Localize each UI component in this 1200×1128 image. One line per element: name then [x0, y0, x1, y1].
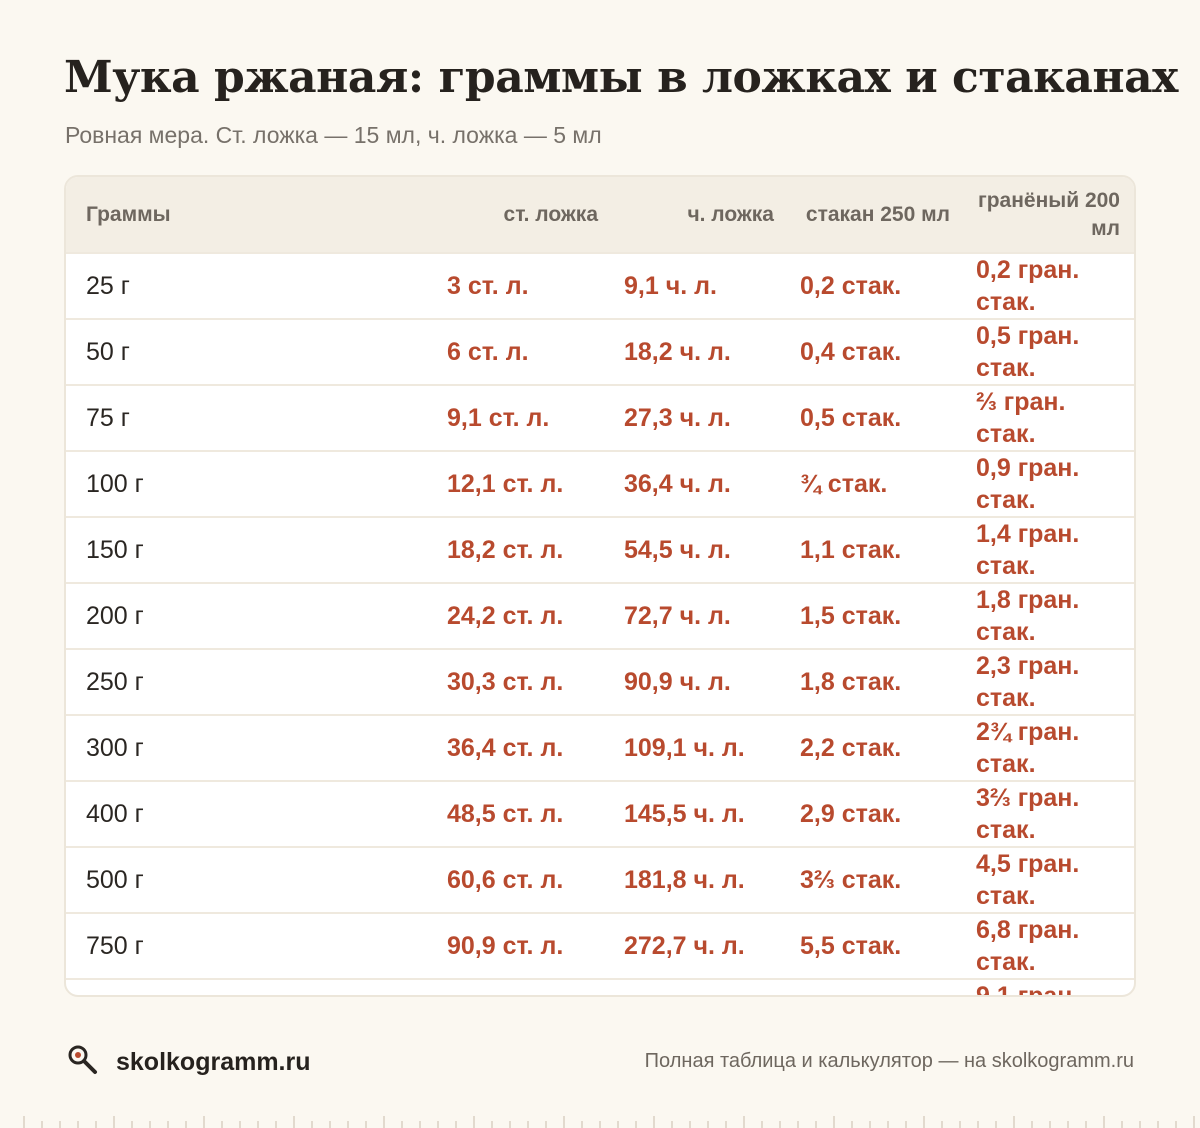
cell-tablespoon: 90,9 ст. л. [447, 932, 564, 960]
table-row: 75 г 9,1 ст. л. 27,3 ч. л. 0,5 стак. ⅔ гран.… [66, 385, 1134, 451]
cell-teaspoon: 9,1 ч. л. [624, 272, 717, 300]
cell-grams: 200 г [86, 602, 144, 630]
cell-glass-250: 3⅔ стак. [800, 866, 902, 894]
cell-tablespoon: 121,2 ст. л. [439, 979, 616, 995]
cell-faceted-glass-200: 6,8 гран. стак. [976, 916, 1080, 976]
cell-teaspoon: 145,5 ч. л. [624, 800, 745, 828]
cell-teaspoon: 36,4 ч. л. [624, 470, 731, 498]
cell-grams: 250 г [86, 668, 144, 696]
ruler-decoration [23, 1116, 1195, 1128]
cell-faceted-glass-200: 1,8 гран. стак. [976, 586, 1080, 646]
table-row: 150 г 18,2 ст. л. 54,5 ч. л. 1,1 стак. 1,4 г… [66, 517, 1134, 583]
cell-teaspoon: 90,9 ч. л. [624, 668, 731, 696]
cell-tablespoon: 3 ст. л. [447, 272, 529, 300]
cell-faceted-glass-200: 9,1 гран. стак. [976, 982, 1080, 997]
cell-tablespoon: 12,1 ст. л. [447, 470, 564, 498]
cell-tablespoon: 48,5 ст. л. [447, 800, 564, 828]
table-row: 200 г 24,2 ст. л. 72,7 ч. л. 1,5 стак. 1,8 г… [66, 583, 1134, 649]
cell-tablespoon: 30,3 ст. л. [447, 668, 564, 696]
cell-glass-250: 0,5 стак. [800, 404, 902, 432]
cell-tablespoon: 60,6 ст. л. [447, 866, 564, 894]
column-header-tablespoon: ст. ложка [503, 202, 598, 226]
cell-grams: 100 г [86, 470, 144, 498]
footer-note: Полная таблица и калькулятор — на skolko… [644, 1050, 1134, 1072]
cell-grams: 750 г [86, 932, 144, 960]
cell-faceted-glass-200: ⅔ гран. стак. [976, 388, 1066, 448]
conversion-table: Граммы ст. ложка ч. ложка стакан 250 мл … [66, 177, 1134, 997]
cell-glass-250: 0,4 стак. [800, 338, 902, 366]
cell-glass-250: 1,5 стак. [800, 602, 902, 630]
cell-glass-250: 7,3 стак. [792, 979, 968, 995]
cell-tablespoon: 18,2 ст. л. [447, 536, 564, 564]
cell-grams: 500 г [86, 866, 144, 894]
cell-faceted-glass-200: 2,3 гран. стак. [976, 652, 1080, 712]
magnifier-icon [66, 1043, 100, 1082]
table-row: 250 г 30,3 ст. л. 90,9 ч. л. 1,8 стак. 2,3 г… [66, 649, 1134, 715]
column-header-glass-250: стакан 250 мл [805, 202, 950, 226]
table-row: 400 г 48,5 ст. л. 145,5 ч. л. 2,9 стак. 3⅔ г… [66, 781, 1134, 847]
cell-teaspoon: 18,2 ч. л. [624, 338, 731, 366]
cell-grams: 25 г [86, 272, 130, 300]
cell-grams: 1000 г [66, 979, 439, 995]
cell-tablespoon: 24,2 ст. л. [447, 602, 564, 630]
cell-tablespoon: 9,1 ст. л. [447, 404, 550, 432]
cell-faceted-glass-200: 0,9 гран. стак. [976, 454, 1080, 514]
table-row: 100 г 12,1 ст. л. 36,4 ч. л. ¾ стак. 0,9 гра… [66, 451, 1134, 517]
cell-glass-250: 0,2 стак. [800, 272, 902, 300]
cell-tablespoon: 36,4 ст. л. [447, 734, 564, 762]
table-row: 1000 г121,2 ст. л.363,6 ч. л.7,3 стак. 9,… [66, 979, 1134, 997]
cell-faceted-glass-200: 0,5 гран. стак. [976, 322, 1080, 382]
footer-brand: skolkogramm.ru [66, 1043, 311, 1082]
cell-glass-250: ¾ стак. [800, 470, 888, 498]
table-row: 750 г 90,9 ст. л. 272,7 ч. л. 5,5 стак. 6,8 … [66, 913, 1134, 979]
cell-glass-250: 2,2 стак. [800, 734, 902, 762]
cell-teaspoon: 54,5 ч. л. [624, 536, 731, 564]
table-row: 300 г 36,4 ст. л. 109,1 ч. л. 2,2 стак. 2¾ г… [66, 715, 1134, 781]
conversion-table-card: Граммы ст. ложка ч. ложка стакан 250 мл … [64, 175, 1136, 997]
cell-teaspoon: 109,1 ч. л. [624, 734, 745, 762]
column-header-grams: Граммы [86, 202, 171, 226]
table-row: 25 г 3 ст. л. 9,1 ч. л. 0,2 стак. 0,2 гран. … [66, 253, 1134, 319]
table-body: 25 г 3 ст. л. 9,1 ч. л. 0,2 стак. 0,2 гран. … [66, 253, 1134, 997]
cell-faceted-glass-200: 1,4 гран. стак. [976, 520, 1080, 580]
cell-grams: 400 г [86, 800, 144, 828]
cell-grams: 300 г [86, 734, 144, 762]
cell-tablespoon: 6 ст. л. [447, 338, 529, 366]
page-subtitle: Ровная мера. Ст. ложка — 15 мл, ч. ложка… [65, 122, 602, 148]
table-row: 500 г 60,6 ст. л. 181,8 ч. л. 3⅔ стак. 4,5 г… [66, 847, 1134, 913]
cell-teaspoon: 72,7 ч. л. [624, 602, 731, 630]
cell-glass-250: 2,9 стак. [800, 800, 902, 828]
cell-glass-250: 5,5 стак. [800, 932, 902, 960]
cell-glass-250: 1,1 стак. [800, 536, 902, 564]
column-header-faceted-glass-200: гранёный 200 мл [977, 188, 1120, 240]
page-title: Мука ржаная: граммы в ложках и стаканах [64, 52, 1178, 103]
cell-faceted-glass-200: 4,5 гран. стак. [976, 850, 1080, 910]
cell-faceted-glass-200: 0,2 гран. стак. [976, 256, 1080, 316]
table-row: 50 г 6 ст. л. 18,2 ч. л. 0,4 стак. 0,5 гран.… [66, 319, 1134, 385]
cell-teaspoon: 272,7 ч. л. [624, 932, 745, 960]
brand-name: skolkogramm.ru [116, 1048, 311, 1076]
cell-grams: 50 г [86, 338, 130, 366]
cell-faceted-glass-200: 2¾ гран. стак. [976, 718, 1080, 778]
cell-grams: 75 г [86, 404, 130, 432]
cell-faceted-glass-200: 3⅔ гран. стак. [976, 784, 1080, 844]
table-header-row: Граммы ст. ложка ч. ложка стакан 250 мл … [66, 177, 1134, 253]
cell-teaspoon: 181,8 ч. л. [624, 866, 745, 894]
cell-grams: 150 г [86, 536, 144, 564]
cell-teaspoon: 363,6 ч. л. [616, 979, 792, 995]
cell-teaspoon: 27,3 ч. л. [624, 404, 731, 432]
cell-glass-250: 1,8 стак. [800, 668, 902, 696]
column-header-teaspoon: ч. ложка [687, 202, 774, 226]
